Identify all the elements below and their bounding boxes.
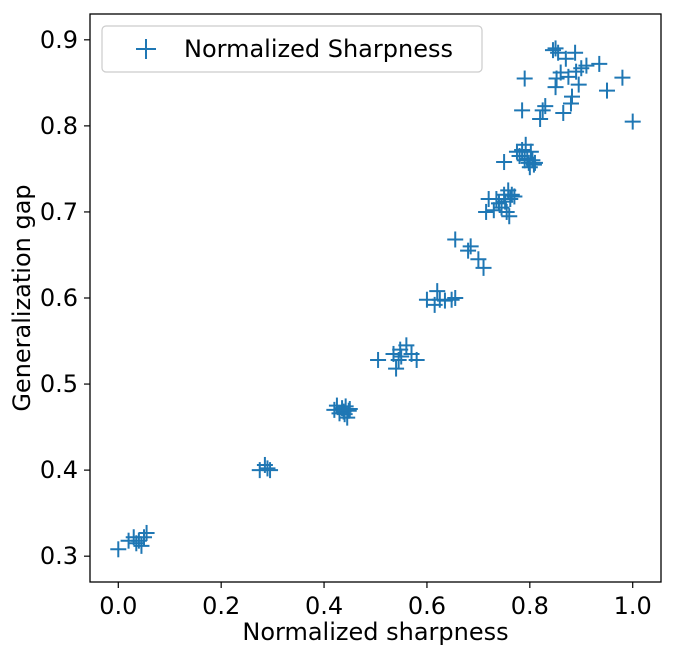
data-point: [578, 57, 595, 74]
x-tick-label: 0.6: [408, 592, 446, 620]
data-point: [447, 231, 464, 248]
data-point: [462, 238, 479, 255]
data-point: [503, 186, 520, 203]
data-point: [506, 188, 523, 205]
data-point: [525, 156, 542, 173]
plot-frame: [89, 13, 662, 583]
ticks-layer: 0.0 0.2 0.4 0.6 0.8 1.0 0.3 0.4 0.5 0.6 0.7 0.8 0.9: [40, 26, 652, 620]
data-point: [555, 104, 572, 121]
data-point: [547, 40, 564, 57]
data-point: [501, 208, 518, 225]
data-point: [570, 76, 587, 93]
data-point: [567, 44, 584, 61]
data-point: [502, 191, 519, 208]
legend-box: [101, 25, 483, 73]
y-tick-label: 0.6: [40, 284, 78, 312]
data-point: [552, 64, 569, 81]
data-point: [388, 360, 405, 377]
data-point: [624, 113, 641, 130]
x-tick-label: 0.4: [305, 592, 343, 620]
x-tick-label: 0.8: [511, 592, 549, 620]
data-point: [522, 143, 539, 160]
data-point: [136, 529, 153, 546]
data-point: [478, 203, 495, 220]
data-point: [337, 398, 354, 415]
y-tick-label: 0.7: [40, 198, 78, 226]
data-point: [390, 351, 407, 368]
data-point: [408, 351, 425, 368]
data-point: [429, 283, 446, 300]
data-point: [339, 409, 356, 426]
data-point: [524, 152, 541, 169]
x-tick-label: 0.2: [202, 592, 240, 620]
data-point: [340, 402, 357, 419]
data-point: [526, 154, 543, 171]
points-layer: [110, 40, 641, 558]
data-point: [514, 102, 531, 119]
data-point: [110, 541, 127, 558]
data-point: [532, 110, 549, 127]
data-point: [447, 290, 464, 306]
data-point: [591, 55, 608, 72]
legend-entry-label: Normalized Sharpness: [184, 35, 453, 63]
x-tick-label: 0.0: [99, 592, 137, 620]
data-point: [498, 203, 515, 220]
data-point: [370, 351, 387, 368]
data-point: [547, 79, 564, 96]
data-point: [534, 102, 551, 119]
data-point: [516, 70, 533, 87]
data-point: [341, 401, 358, 418]
data-point: [562, 95, 579, 112]
data-point: [259, 460, 276, 477]
data-point: [398, 337, 415, 354]
y-tick-label: 0.5: [40, 370, 78, 398]
data-point: [460, 242, 477, 259]
y-axis-label: Generalization gap: [8, 184, 36, 411]
data-point: [598, 82, 615, 99]
y-tick-label: 0.8: [40, 112, 78, 140]
data-point: [496, 154, 513, 171]
x-tick-label: 1.0: [614, 592, 652, 620]
legend: Normalized Sharpness: [101, 25, 483, 73]
legend-marker-icon: [136, 39, 156, 59]
x-axis-label: Normalized sharpness: [242, 618, 508, 646]
data-point: [564, 88, 581, 105]
data-point: [488, 191, 505, 208]
y-tick-label: 0.4: [40, 456, 78, 484]
data-point: [537, 98, 554, 115]
data-point: [614, 69, 631, 86]
data-point: [475, 259, 492, 276]
data-point: [470, 251, 487, 268]
data-point: [262, 462, 279, 479]
y-tick-label: 0.3: [40, 542, 78, 570]
data-point: [393, 348, 410, 365]
data-point: [443, 291, 460, 308]
data-point: [138, 524, 155, 541]
data-point: [557, 50, 574, 67]
y-tick-label: 0.9: [40, 26, 78, 54]
data-point: [133, 537, 150, 554]
